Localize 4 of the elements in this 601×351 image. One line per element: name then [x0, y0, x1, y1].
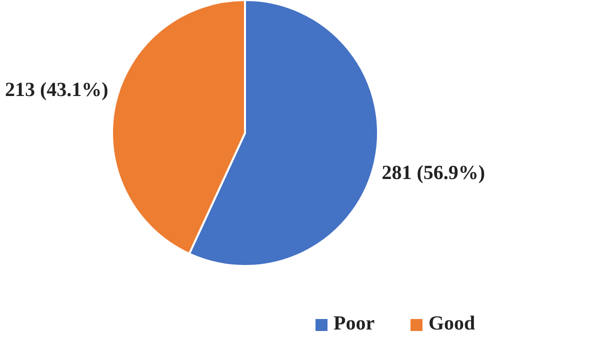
legend-label: Good [428, 312, 476, 335]
data-label: 213 (43.1%) [4, 79, 108, 102]
legend-label: Poor [334, 312, 375, 335]
data-label: 281 (56.9%) [382, 162, 486, 184]
